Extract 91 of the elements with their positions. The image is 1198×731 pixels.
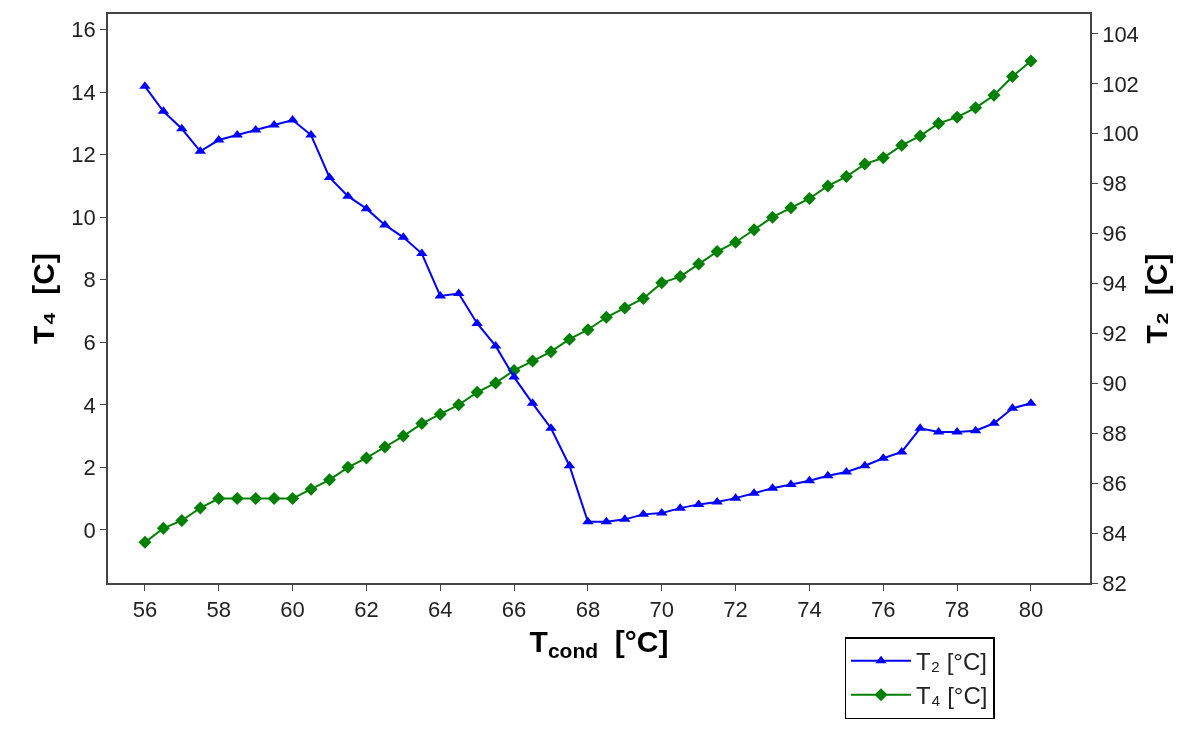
y2-tick-label: 100 — [1102, 121, 1139, 147]
y2-tick-label: 104 — [1102, 21, 1139, 47]
y-axis-title: T₄ [C] — [26, 253, 60, 344]
y-tick-label: 10 — [71, 204, 96, 230]
x-tick-label: 60 — [280, 597, 305, 623]
point — [822, 470, 834, 479]
y2-axis-title: T₂ [C] — [1139, 253, 1173, 344]
point — [249, 492, 263, 506]
point — [341, 460, 355, 474]
x-tick-label: 70 — [649, 597, 674, 623]
point — [839, 170, 853, 184]
point — [452, 398, 466, 412]
x-tick-label: 76 — [871, 597, 896, 623]
y2-tick-label: 88 — [1102, 420, 1127, 446]
y2-tick-label: 96 — [1102, 221, 1127, 247]
point — [433, 407, 447, 421]
point — [176, 123, 188, 132]
point — [729, 235, 743, 249]
y-tick-label: 14 — [71, 79, 96, 105]
y-tick-label: 0 — [83, 517, 96, 543]
point — [987, 88, 1001, 102]
point — [969, 101, 983, 115]
x-tick-label: 66 — [501, 597, 527, 623]
point — [766, 210, 780, 224]
point — [581, 323, 595, 337]
point — [895, 138, 909, 152]
legend-label: T₄ [°C] — [916, 682, 988, 710]
point — [655, 276, 669, 290]
x-tick-label: 64 — [428, 597, 453, 623]
point — [230, 492, 244, 506]
point — [876, 151, 890, 165]
y-tick-label: 2 — [83, 455, 96, 481]
point — [636, 292, 650, 305]
point — [359, 451, 373, 465]
x-tick-label: 56 — [132, 597, 158, 623]
point — [489, 376, 503, 390]
y2-tick-label: 102 — [1102, 71, 1139, 97]
y2-tick-label: 90 — [1102, 371, 1127, 397]
y-tick-label: 4 — [83, 392, 96, 418]
point — [913, 129, 927, 143]
y2-tick-label: 92 — [1102, 321, 1127, 347]
point — [156, 521, 170, 535]
point — [802, 191, 816, 205]
x-tick-label: 58 — [206, 597, 231, 623]
point — [562, 332, 576, 346]
point — [323, 473, 336, 487]
point — [415, 417, 429, 431]
y2-tick-label: 86 — [1102, 470, 1127, 496]
y-tick-label: 8 — [83, 267, 96, 293]
point — [470, 385, 484, 399]
y-tick-label: 6 — [83, 329, 96, 355]
point — [544, 345, 558, 359]
point — [599, 310, 613, 324]
point — [416, 248, 428, 257]
point — [710, 245, 724, 259]
point — [286, 492, 300, 506]
y2-tick-label: 84 — [1102, 520, 1127, 546]
point — [1024, 54, 1038, 68]
point — [784, 201, 798, 215]
x-tick-label: 74 — [797, 597, 822, 623]
x-axis-title: T$_{cond}$ [°C] — [529, 625, 669, 663]
point — [747, 223, 761, 237]
point — [304, 482, 318, 496]
point — [950, 110, 964, 124]
point — [193, 501, 207, 515]
point — [1005, 70, 1019, 84]
y2-tick-label: 82 — [1102, 570, 1127, 596]
point — [212, 492, 226, 506]
point — [692, 257, 706, 271]
point — [378, 440, 392, 454]
x-tick-label: 62 — [354, 597, 379, 623]
point — [821, 179, 835, 193]
y2-tick-label: 98 — [1102, 171, 1127, 197]
point — [858, 157, 872, 171]
x-tick-label: 78 — [944, 597, 970, 623]
point — [859, 460, 871, 469]
point — [138, 535, 152, 549]
x-tick-label: 80 — [1018, 597, 1044, 623]
x-tick-label: 72 — [723, 597, 748, 623]
point — [932, 116, 946, 130]
point — [175, 513, 189, 527]
point — [396, 429, 410, 443]
point — [267, 492, 281, 506]
point — [526, 354, 540, 368]
y-tick-label: 12 — [71, 142, 96, 168]
point — [673, 270, 687, 284]
point — [618, 301, 632, 315]
legend-label: T₂ [°C] — [916, 648, 987, 676]
x-tick-label: 68 — [575, 597, 601, 623]
y2-tick-label: 94 — [1102, 271, 1127, 297]
y-tick-label: 16 — [71, 17, 96, 43]
